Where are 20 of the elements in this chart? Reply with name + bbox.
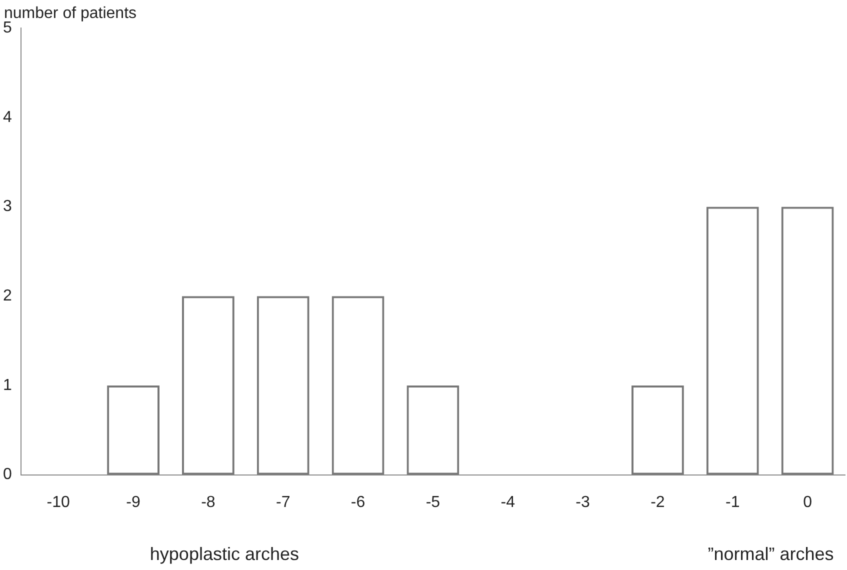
- x-tick-label: -1: [726, 494, 740, 511]
- y-tick-label: 5: [2, 19, 12, 36]
- y-axis-title: number of patients: [4, 5, 137, 22]
- x-tick-label: -5: [426, 494, 440, 511]
- x-tick-label: -6: [350, 494, 366, 511]
- x-tick-label: -8: [201, 494, 216, 511]
- x-tick-label: -2: [650, 494, 665, 511]
- text: ”normal” arches: [708, 544, 834, 564]
- x-tick-label: -7: [276, 494, 290, 511]
- text: hypoplastic arches: [150, 544, 299, 564]
- y-tick-label: 1: [2, 376, 12, 394]
- x-tick-label: -3: [576, 494, 590, 511]
- y-tick-label: 4: [2, 108, 12, 126]
- y-tick-label: 0: [2, 466, 12, 484]
- x-tick-label: -4: [500, 494, 516, 511]
- x-tick-label: -10: [46, 494, 70, 511]
- y-tick-label: 2: [2, 287, 12, 304]
- y-tick-label: 3: [2, 198, 12, 216]
- x-tick-label: 0: [803, 494, 812, 511]
- x-tick-label: -9: [126, 494, 140, 511]
